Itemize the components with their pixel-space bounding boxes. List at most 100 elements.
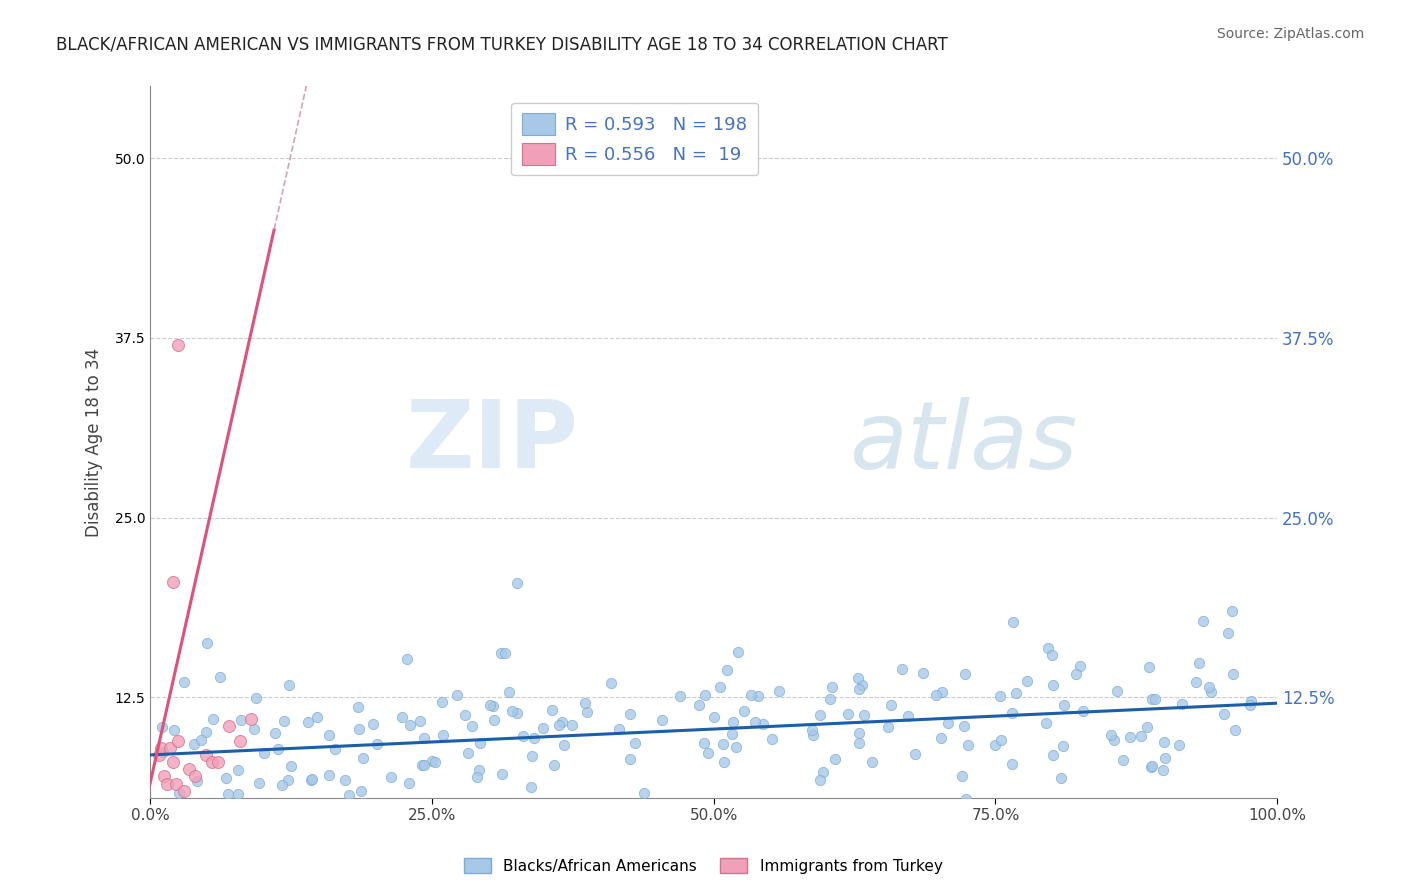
- Y-axis label: Disability Age 18 to 34: Disability Age 18 to 34: [86, 348, 103, 537]
- Point: [990, 689, 1012, 703]
- Point: [1112, 754, 1135, 768]
- Point: [446, 688, 468, 702]
- Point: [880, 698, 903, 713]
- Point: [457, 746, 479, 760]
- Point: [231, 713, 253, 727]
- Point: [852, 707, 875, 722]
- Point: [897, 709, 920, 723]
- Point: [148, 747, 170, 762]
- Point: [299, 773, 322, 788]
- Point: [931, 685, 953, 699]
- Point: [461, 719, 484, 733]
- Point: [925, 688, 948, 702]
- Point: [201, 755, 224, 769]
- Point: [217, 788, 239, 802]
- Point: [273, 714, 295, 729]
- Point: [277, 678, 299, 692]
- Point: [398, 718, 420, 732]
- Point: [422, 755, 444, 769]
- Point: [619, 752, 641, 766]
- Point: [851, 678, 873, 692]
- Point: [366, 737, 388, 751]
- Point: [482, 699, 505, 714]
- Point: [209, 670, 232, 684]
- Point: [709, 680, 731, 694]
- Point: [1223, 723, 1246, 738]
- Point: [548, 718, 571, 732]
- Point: [733, 704, 755, 718]
- Legend: Blacks/African Americans, Immigrants from Turkey: Blacks/African Americans, Immigrants fro…: [457, 852, 949, 880]
- Point: [688, 698, 710, 713]
- Point: [337, 788, 360, 802]
- Point: [179, 762, 201, 776]
- Point: [506, 706, 529, 720]
- Point: [983, 738, 1005, 752]
- Point: [180, 797, 202, 811]
- Point: [911, 665, 934, 680]
- Point: [693, 736, 716, 750]
- Point: [413, 731, 436, 745]
- Point: [195, 747, 218, 762]
- Point: [1040, 648, 1063, 663]
- Point: [398, 775, 420, 789]
- Point: [267, 741, 290, 756]
- Point: [318, 768, 340, 782]
- Point: [860, 756, 883, 770]
- Point: [720, 727, 742, 741]
- Point: [270, 778, 292, 792]
- Point: [553, 738, 575, 752]
- Point: [150, 720, 173, 734]
- Point: [540, 703, 562, 717]
- Point: [848, 736, 870, 750]
- Point: [305, 710, 328, 724]
- Point: [163, 723, 186, 737]
- Point: [501, 704, 523, 718]
- Point: [1071, 704, 1094, 718]
- Point: [173, 784, 195, 798]
- Point: [247, 776, 270, 790]
- Point: [624, 735, 647, 749]
- Point: [725, 740, 748, 755]
- Point: [950, 769, 973, 783]
- Point: [955, 792, 977, 806]
- Point: [253, 746, 276, 760]
- Point: [669, 690, 692, 704]
- Point: [491, 767, 513, 781]
- Point: [264, 726, 287, 740]
- Point: [1137, 659, 1160, 673]
- Point: [165, 777, 187, 791]
- Point: [716, 663, 738, 677]
- Point: [1154, 751, 1177, 765]
- Point: [1177, 830, 1199, 845]
- Point: [432, 727, 454, 741]
- Point: [243, 723, 266, 737]
- Point: [1198, 680, 1220, 694]
- Point: [633, 786, 655, 800]
- Point: [280, 759, 302, 773]
- Point: [1171, 698, 1194, 712]
- Point: [713, 755, 735, 769]
- Point: [173, 675, 195, 690]
- Point: [936, 715, 959, 730]
- Point: [184, 770, 207, 784]
- Point: [953, 719, 976, 733]
- Point: [425, 755, 447, 769]
- Point: [277, 773, 299, 788]
- Point: [1001, 756, 1024, 771]
- Point: [877, 720, 900, 734]
- Point: [1035, 716, 1057, 731]
- Point: [301, 772, 323, 786]
- Point: [747, 690, 769, 704]
- Text: BLACK/AFRICAN AMERICAN VS IMMIGRANTS FROM TURKEY DISABILITY AGE 18 TO 34 CORRELA: BLACK/AFRICAN AMERICAN VS IMMIGRANTS FRO…: [56, 36, 948, 54]
- Point: [1152, 763, 1174, 777]
- Point: [150, 740, 173, 755]
- Point: [695, 688, 717, 702]
- Point: [159, 740, 181, 755]
- Point: [543, 758, 565, 772]
- Point: [740, 688, 762, 702]
- Point: [1036, 640, 1059, 655]
- Point: [711, 737, 734, 751]
- Legend: R = 0.593   N = 198, R = 0.556   N =  19: R = 0.593 N = 198, R = 0.556 N = 19: [512, 103, 758, 176]
- Point: [454, 708, 477, 723]
- Point: [744, 714, 766, 729]
